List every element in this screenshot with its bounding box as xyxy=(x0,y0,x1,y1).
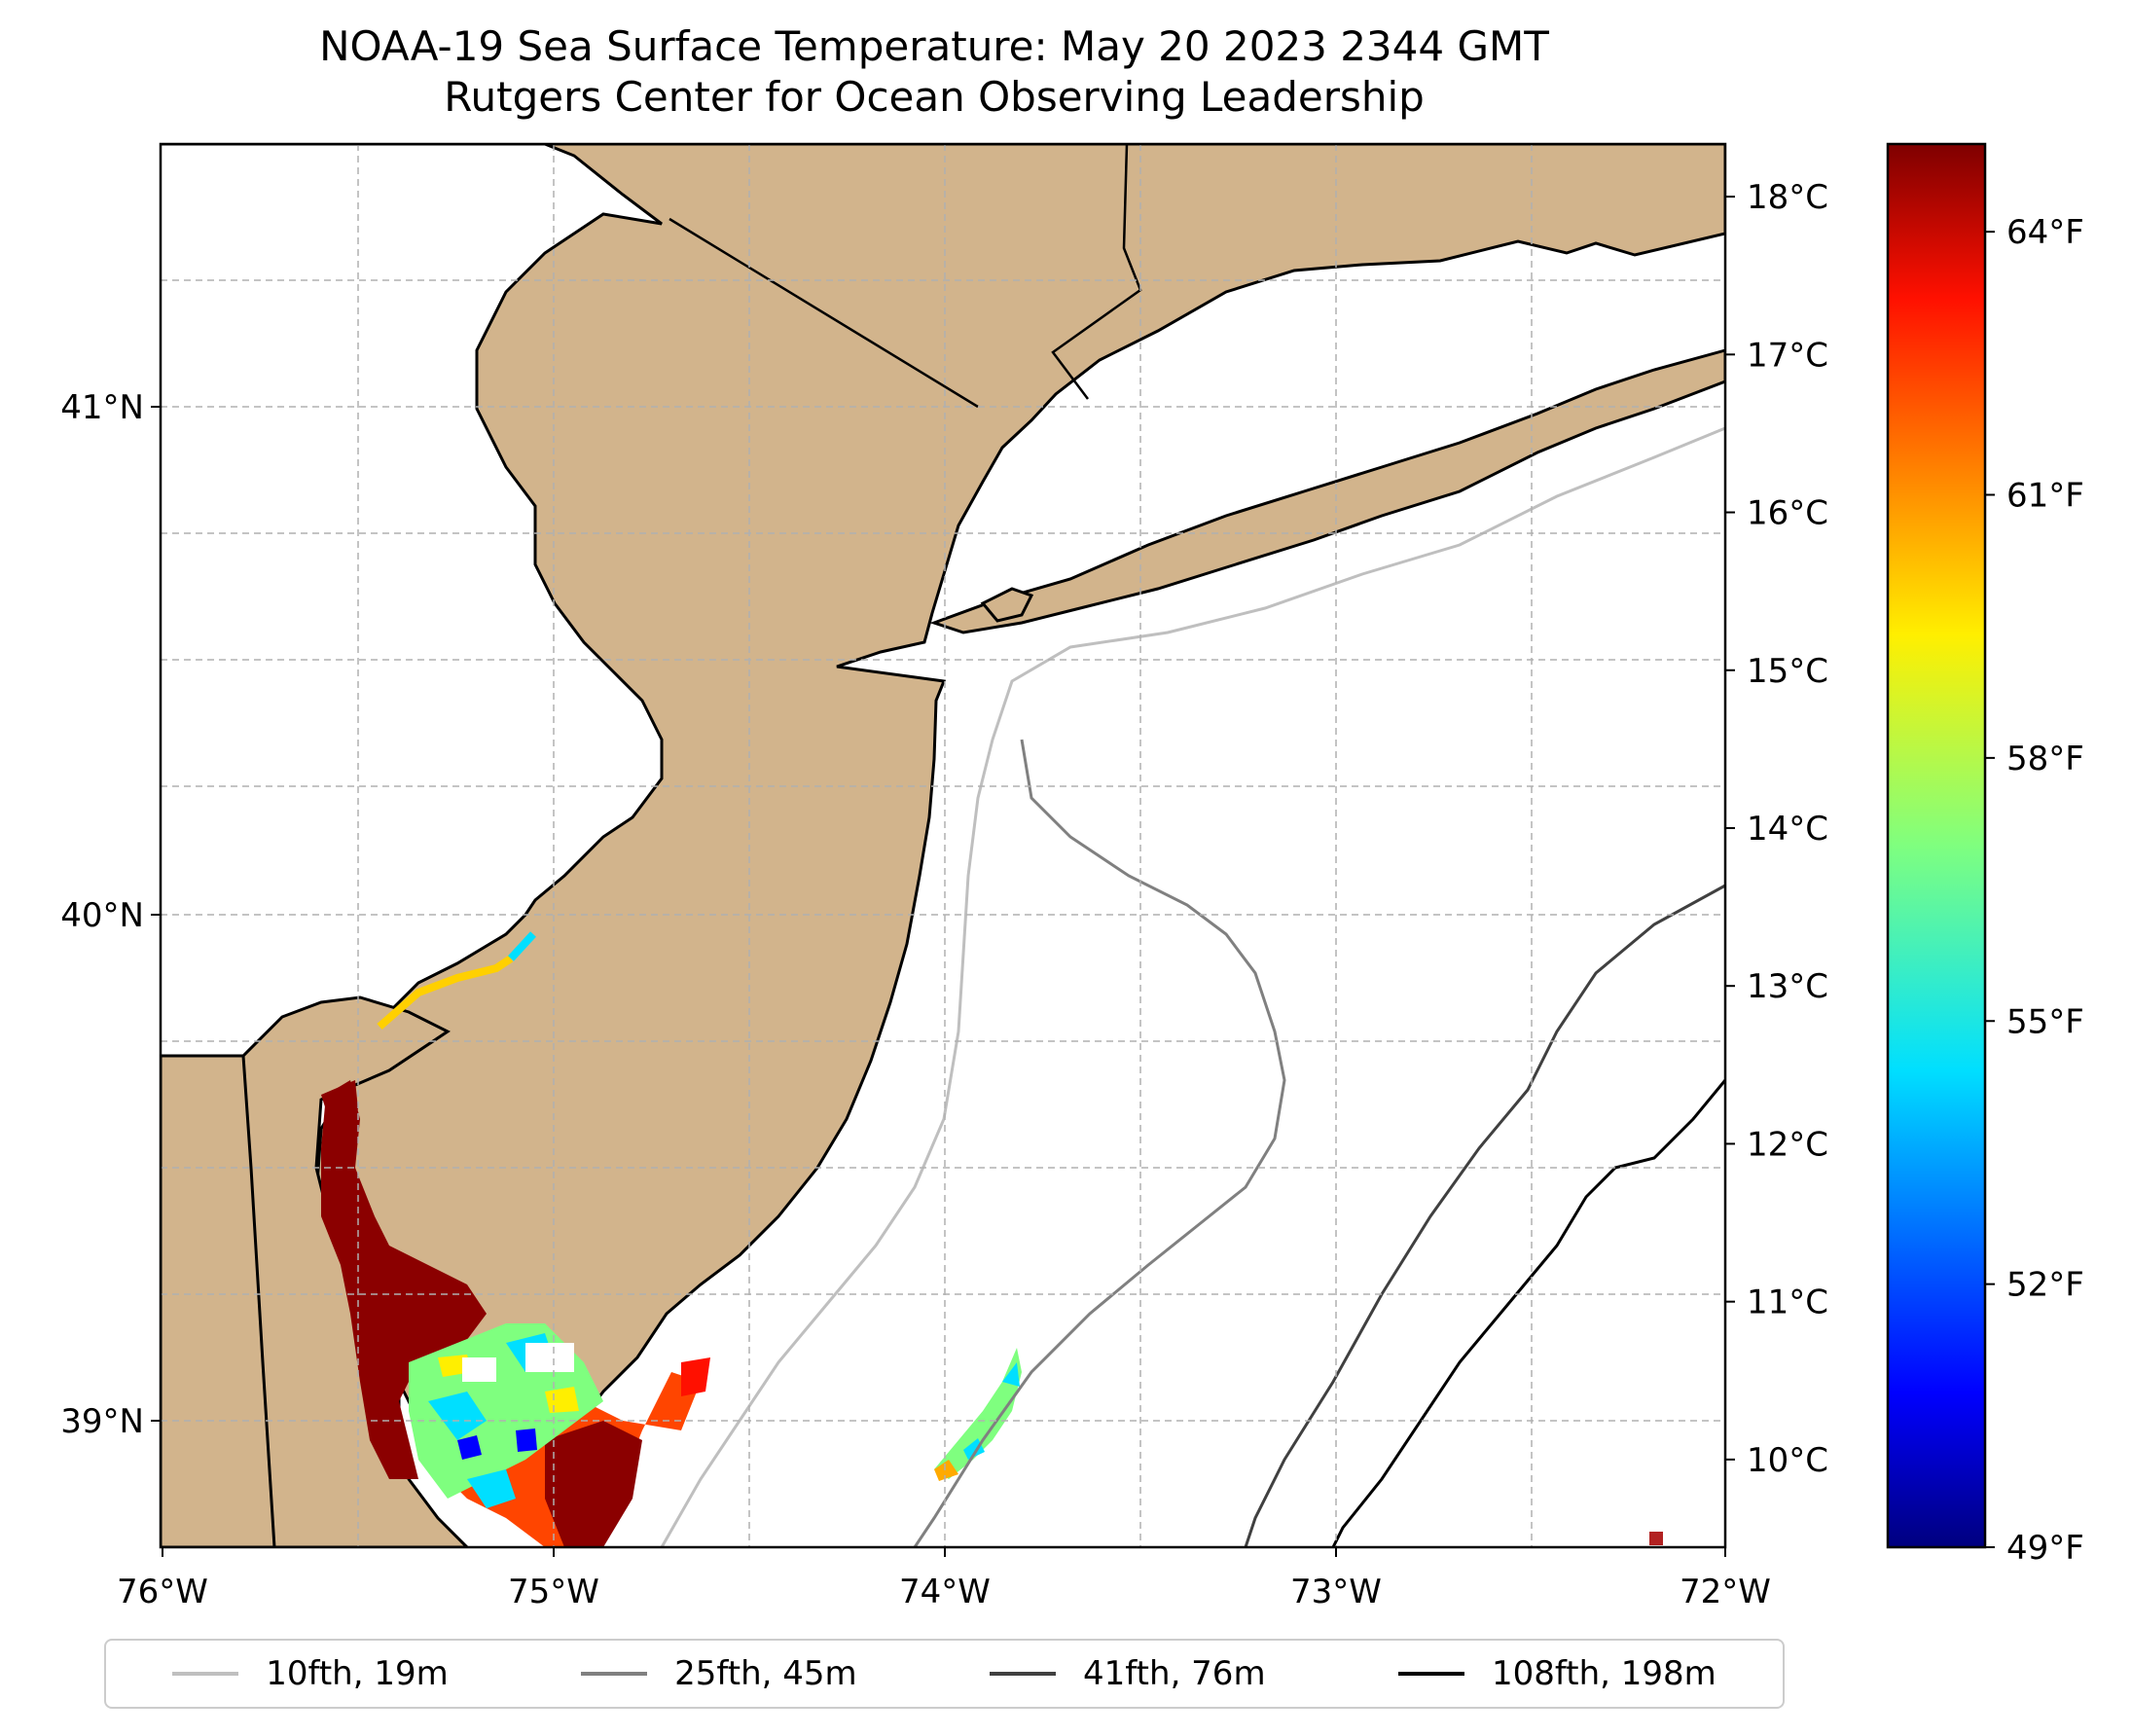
y-tick-label: 39°N xyxy=(60,1402,144,1441)
x-tick-label: 74°W xyxy=(899,1573,991,1611)
gridlines xyxy=(161,144,1725,1547)
legend-item-108fth: 108fth, 198m xyxy=(1397,1654,1716,1693)
isobath-41fth xyxy=(1244,884,1725,1547)
celsius-tick-label: 15°C xyxy=(1747,652,1828,691)
map-plot-area xyxy=(161,144,1725,1547)
legend-label: 41fth, 76m xyxy=(1083,1654,1266,1693)
celsius-tick-label: 16°C xyxy=(1747,494,1828,533)
land-staten-island xyxy=(980,587,1034,623)
legend-swatch xyxy=(581,1672,648,1676)
fahrenheit-tick-label: 58°F xyxy=(2006,740,2084,778)
x-tick-label: 72°W xyxy=(1680,1573,1771,1611)
contour-legend: 10fth, 19m 25fth, 45m 41fth, 76m 108fth,… xyxy=(104,1639,1785,1709)
legend-label: 10fth, 19m xyxy=(266,1654,449,1693)
legend-item-41fth: 41fth, 76m xyxy=(990,1654,1266,1693)
sst-river-upper xyxy=(508,931,536,961)
celsius-tick-label: 18°C xyxy=(1747,178,1828,217)
title-line-2: Rutgers Center for Ocean Observing Leade… xyxy=(444,73,1425,121)
legend-item-25fth: 25fth, 45m xyxy=(581,1654,857,1693)
fahrenheit-tick-label: 49°F xyxy=(2006,1529,2084,1568)
title-line-1: NOAA-19 Sea Surface Temperature: May 20 … xyxy=(319,22,1549,70)
map-title: NOAA-19 Sea Surface Temperature: May 20 … xyxy=(0,21,1868,123)
celsius-tick-label: 11°C xyxy=(1747,1284,1828,1322)
colorbar: 18°C 17°C 16°C 15°C 14°C 13°C 12°C 11°C 10°C 64°… xyxy=(1725,142,2084,1568)
celsius-tick-label: 14°C xyxy=(1747,810,1828,849)
isobath-108fth xyxy=(1331,1079,1725,1547)
celsius-tick-label: 17°C xyxy=(1747,336,1828,375)
legend-swatch xyxy=(1397,1672,1464,1676)
legend-swatch xyxy=(172,1672,239,1676)
y-tick-label: 41°N xyxy=(60,388,144,427)
y-axis: 41°N 40°N 39°N xyxy=(60,388,161,1441)
land-long-island xyxy=(929,348,1725,634)
colorbar-gradient xyxy=(1886,142,1987,1549)
x-tick-label: 73°W xyxy=(1290,1573,1382,1611)
map-frame xyxy=(159,142,1727,1549)
fahrenheit-tick-label: 52°F xyxy=(2006,1266,2084,1305)
sst-delaware-river xyxy=(377,955,514,1031)
fahrenheit-tick-label: 55°F xyxy=(2006,1002,2084,1041)
celsius-tick-label: 10°C xyxy=(1747,1441,1828,1480)
fahrenheit-tick-label: 61°F xyxy=(2006,477,2084,516)
x-axis: 76°W 75°W 74°W 73°W 72°W xyxy=(117,1547,1771,1611)
y-tick-label: 40°N xyxy=(60,896,144,935)
celsius-tick-label: 13°C xyxy=(1747,967,1828,1006)
legend-swatch xyxy=(990,1672,1057,1676)
fahrenheit-tick-label: 64°F xyxy=(2006,213,2084,252)
legend-item-10fth: 10fth, 19m xyxy=(172,1654,449,1693)
delaware-border xyxy=(241,1055,276,1547)
legend-label: 25fth, 45m xyxy=(674,1654,857,1693)
isobath-25fth xyxy=(913,739,1286,1547)
fahrenheit-axis: 64°F 61°F 58°F 55°F 52°F 49°F xyxy=(1985,213,2084,1568)
sst-spot xyxy=(1649,1532,1663,1545)
celsius-tick-label: 12°C xyxy=(1747,1125,1828,1164)
legend-label: 108fth, 198m xyxy=(1491,1654,1716,1693)
sst-delaware-bay xyxy=(321,1080,710,1547)
celsius-axis: 18°C 17°C 16°C 15°C 14°C 13°C 12°C 11°C 10°C xyxy=(1725,178,1828,1480)
x-tick-label: 76°W xyxy=(117,1573,208,1611)
sst-offshore xyxy=(934,1348,1022,1481)
isobath-10fth xyxy=(660,426,1725,1547)
x-tick-label: 75°W xyxy=(508,1573,599,1611)
